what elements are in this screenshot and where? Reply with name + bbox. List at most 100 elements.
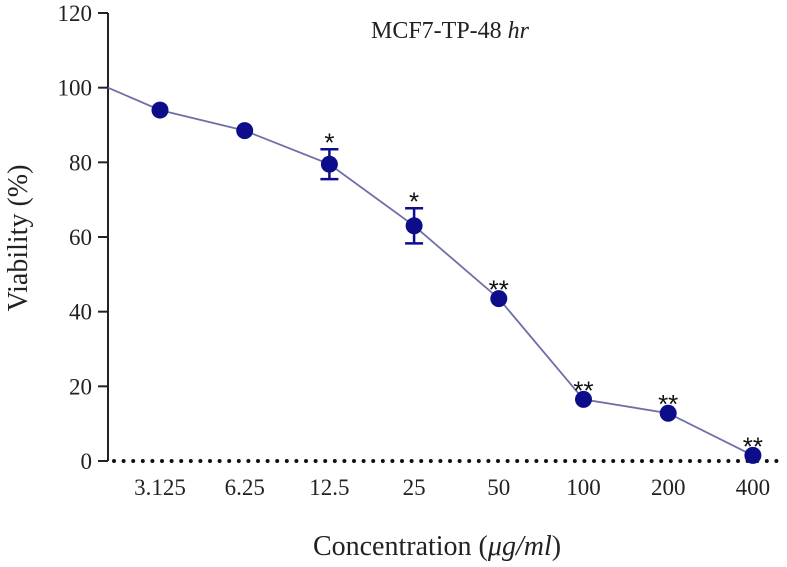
baseline-dot <box>400 459 404 463</box>
y-tick-label-0: 0 <box>81 449 93 474</box>
significance-marker-25: * <box>409 186 419 216</box>
baseline-dot <box>131 459 136 463</box>
baseline-dot <box>371 459 376 463</box>
chart-title-italic: hr <box>508 18 530 44</box>
baseline-dot <box>217 459 222 463</box>
baseline-dot <box>448 459 452 463</box>
baseline-dot <box>620 459 625 463</box>
baseline-dot <box>716 459 721 463</box>
baseline-dot <box>630 459 635 463</box>
x-tick-label-200: 200 <box>651 475 686 500</box>
significance-marker-200: ** <box>658 389 678 419</box>
x-tick-label-6.25: 6.25 <box>225 475 265 500</box>
y-tick-label-100: 100 <box>58 76 93 101</box>
baseline-dot <box>707 459 712 463</box>
data-point-200 <box>659 404 677 422</box>
baseline-layer <box>112 459 779 463</box>
x-tick-label-25: 25 <box>403 475 426 500</box>
baseline-dot <box>352 459 356 463</box>
y-tick-label-120: 120 <box>58 1 93 26</box>
baseline-dot <box>601 459 606 463</box>
baseline-dot <box>592 459 596 463</box>
baseline-dot <box>313 459 318 463</box>
baseline-dot <box>515 459 520 463</box>
baseline-dot <box>112 459 116 463</box>
baseline-dot <box>246 459 251 463</box>
data-point-25 <box>405 217 423 235</box>
chart-title-main: MCF7-TP-48 <box>371 18 502 44</box>
baseline-dot <box>496 459 500 463</box>
baseline-dot <box>361 459 366 463</box>
y-tick-label-60: 60 <box>69 225 92 250</box>
baseline-dot <box>486 459 491 463</box>
baseline-dot <box>764 459 769 463</box>
baseline-dot <box>524 459 529 463</box>
x-axis-title: Concentration (μg/ml) <box>313 531 561 562</box>
baseline-dot <box>726 459 731 463</box>
series-line <box>107 86 754 457</box>
axes-layer <box>98 12 109 462</box>
x-tick-label-12.5: 12.5 <box>309 475 349 500</box>
data-point-400 <box>744 446 762 464</box>
baseline-dot <box>265 459 270 463</box>
baseline-dot <box>323 459 328 463</box>
data-point-3.125 <box>151 101 169 119</box>
baseline-dot <box>467 459 472 463</box>
baseline-dot <box>304 459 308 463</box>
baseline-dot <box>160 459 164 463</box>
x-axis-title-unit: μg/ml <box>487 531 552 562</box>
x-tick-label-100: 100 <box>566 475 601 500</box>
baseline-dot <box>774 459 779 463</box>
data-point-100 <box>575 390 592 408</box>
baseline-dot <box>438 459 443 463</box>
baseline-dot <box>284 459 289 463</box>
y-tick-label-20: 20 <box>69 374 92 399</box>
baseline-dot <box>736 459 740 463</box>
y-tick-label-40: 40 <box>69 300 92 325</box>
baseline-dot <box>256 459 260 463</box>
data-point-6.25 <box>236 122 254 140</box>
x-tick-label-3.125: 3.125 <box>134 475 186 500</box>
baseline-dot <box>688 459 692 463</box>
baseline-dot <box>179 459 184 463</box>
significance-marker-50: ** <box>489 275 509 305</box>
baseline-dot <box>419 459 424 463</box>
significance-marker-12.5: * <box>324 127 334 157</box>
baseline-dot <box>563 459 568 463</box>
baseline-dot <box>342 459 347 463</box>
series-layer <box>107 86 762 464</box>
data-point-12.5 <box>320 155 338 173</box>
significance-marker-100: ** <box>573 375 593 405</box>
baseline-dot <box>649 459 654 463</box>
baseline-dot <box>380 459 385 463</box>
label-layer: 0 20 40 60 80 100 120 3.125 6.25 12.5 25 50 100 200 40… <box>58 1 771 500</box>
baseline-dot <box>294 459 299 463</box>
y-axis-title: Viability (%) <box>3 165 34 312</box>
baseline-dot <box>275 459 280 463</box>
baseline-dot <box>697 459 702 463</box>
y-tick-label-80: 80 <box>69 150 92 175</box>
x-tick-label-400: 400 <box>736 475 771 500</box>
baseline-dot <box>640 459 644 463</box>
baseline-dot <box>198 459 203 463</box>
baseline-dot <box>457 459 462 463</box>
significance-marker-400: ** <box>743 431 763 461</box>
baseline-dot <box>208 459 212 463</box>
baseline-dot <box>678 459 683 463</box>
baseline-dot <box>476 459 481 463</box>
baseline-dot <box>534 459 539 463</box>
baseline-dot <box>188 459 193 463</box>
baseline-dot <box>390 459 395 463</box>
baseline-dot <box>169 459 174 463</box>
chart-title: MCF7-TP-48 hr <box>371 18 530 44</box>
baseline-dot <box>611 459 616 463</box>
x-tick-label-50: 50 <box>487 475 510 500</box>
data-point-50 <box>490 290 508 308</box>
baseline-dot <box>582 459 587 463</box>
baseline-dot <box>150 459 155 463</box>
baseline-dot <box>428 459 433 463</box>
baseline-dot <box>572 459 577 463</box>
baseline-dot <box>121 459 126 463</box>
x-axis-title-suffix: ) <box>552 531 561 562</box>
